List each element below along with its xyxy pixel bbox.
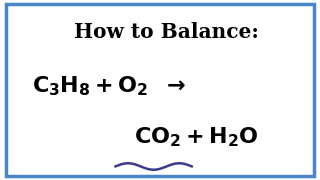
Text: $\mathbf{C_3H_8 + O_2\ \ \rightarrow}$: $\mathbf{C_3H_8 + O_2\ \ \rightarrow}$ <box>32 75 187 98</box>
Text: $\mathbf{CO_2 + H_2O}$: $\mathbf{CO_2 + H_2O}$ <box>134 125 259 149</box>
Text: How to Balance:: How to Balance: <box>74 22 259 42</box>
FancyBboxPatch shape <box>6 4 314 176</box>
